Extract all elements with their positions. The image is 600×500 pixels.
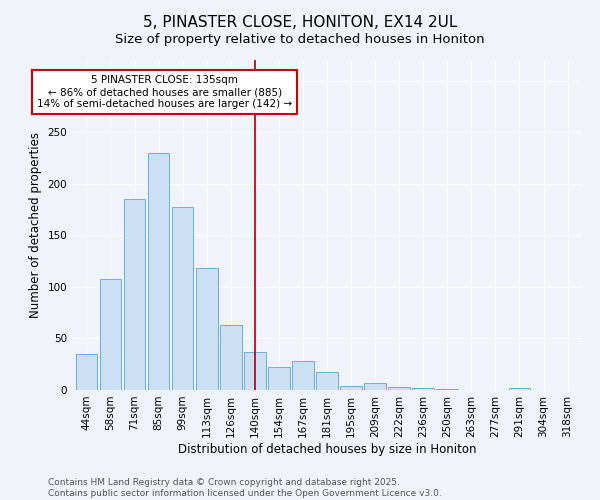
Bar xyxy=(268,368,290,390)
Bar xyxy=(292,361,314,390)
Text: Contains HM Land Registry data © Crown copyright and database right 2025.
Contai: Contains HM Land Registry data © Crown c… xyxy=(48,478,442,498)
Bar xyxy=(436,389,458,390)
Bar xyxy=(388,387,410,390)
Bar xyxy=(220,325,242,390)
Text: Size of property relative to detached houses in Honiton: Size of property relative to detached ho… xyxy=(115,32,485,46)
Bar xyxy=(364,383,386,390)
Bar xyxy=(76,354,97,390)
Y-axis label: Number of detached properties: Number of detached properties xyxy=(29,132,42,318)
Bar xyxy=(196,268,218,390)
Bar xyxy=(340,386,362,390)
Text: 5 PINASTER CLOSE: 135sqm
← 86% of detached houses are smaller (885)
14% of semi-: 5 PINASTER CLOSE: 135sqm ← 86% of detach… xyxy=(37,76,292,108)
Bar xyxy=(509,388,530,390)
Bar xyxy=(172,208,193,390)
X-axis label: Distribution of detached houses by size in Honiton: Distribution of detached houses by size … xyxy=(178,442,476,456)
Text: 5, PINASTER CLOSE, HONITON, EX14 2UL: 5, PINASTER CLOSE, HONITON, EX14 2UL xyxy=(143,15,457,30)
Bar xyxy=(124,199,145,390)
Bar xyxy=(100,278,121,390)
Bar xyxy=(244,352,266,390)
Bar xyxy=(316,372,338,390)
Bar xyxy=(148,153,169,390)
Bar xyxy=(412,388,434,390)
